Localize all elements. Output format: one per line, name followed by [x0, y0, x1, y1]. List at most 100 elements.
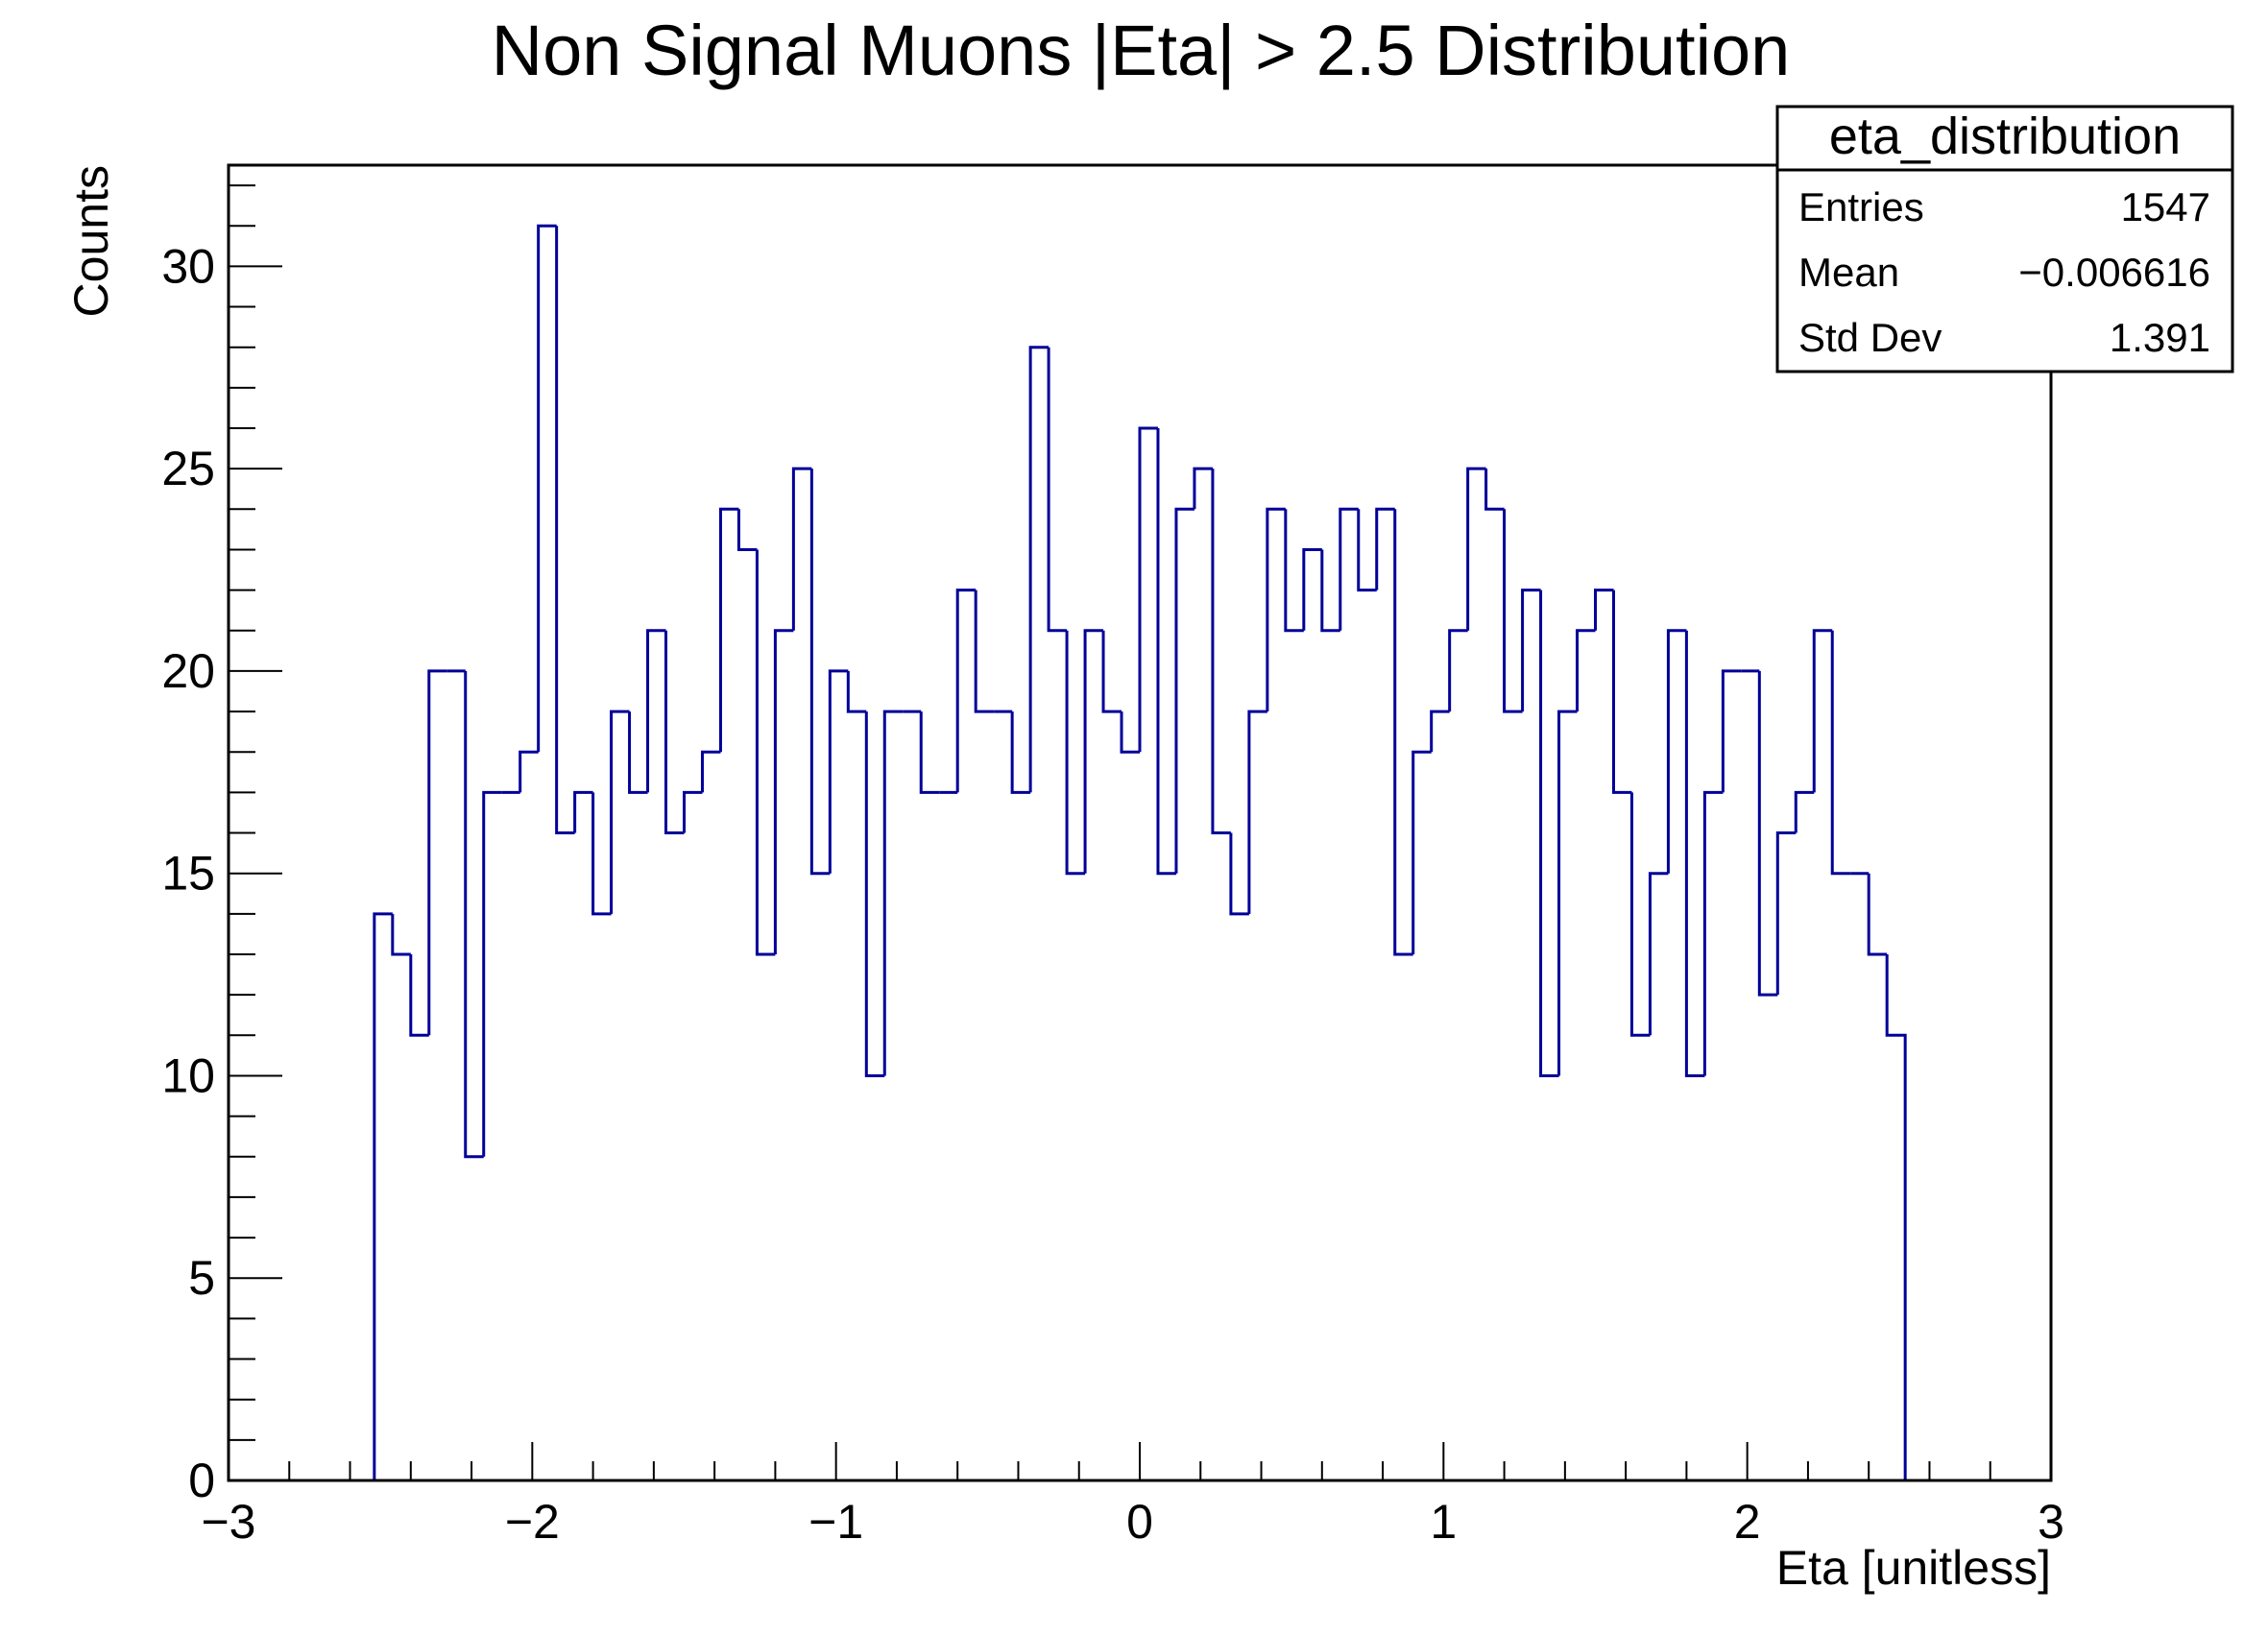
x-tick-label: −1: [808, 1495, 863, 1549]
y-tick-label: 5: [188, 1251, 215, 1305]
histogram-bin: [1174, 507, 1194, 874]
histogram-bin: [1247, 710, 1267, 914]
histogram-bin: [1503, 509, 1523, 713]
histogram-bin: [1684, 630, 1705, 1077]
histogram-bin: [755, 549, 776, 956]
histogram-bin: [1521, 589, 1541, 712]
histogram-bin: [736, 509, 758, 551]
chart-title: Non Signal Muons |Eta| > 2.5 Distributio…: [492, 11, 1791, 90]
y-tick-label: 20: [161, 644, 215, 698]
stats-mean-value: −0.006616: [2018, 250, 2210, 295]
histogram-layer: [373, 224, 1907, 1480]
histogram-bin: [718, 507, 739, 753]
histogram-bin: [409, 954, 429, 1037]
stats-mean-label: Mean: [1798, 250, 1899, 295]
y-axis-title: Counts: [64, 165, 118, 317]
histogram-bin: [1721, 669, 1742, 793]
stats-entries-value: 1547: [2121, 184, 2210, 229]
y-tick-label: 15: [161, 847, 215, 901]
histogram-bin: [864, 711, 885, 1077]
histogram-bin: [1448, 629, 1468, 712]
histogram-bin: [1484, 469, 1505, 511]
histogram-bin: [1320, 549, 1340, 633]
histogram-bin: [1867, 873, 1888, 956]
histogram-bin: [1211, 469, 1231, 835]
histogram-bin: [1028, 346, 1050, 793]
histogram-bin: [1539, 589, 1559, 1077]
histogram-bin: [683, 790, 703, 833]
x-tick-label: −2: [505, 1495, 560, 1549]
histogram-bin: [1120, 711, 1140, 754]
histogram-bin: [1794, 790, 1815, 833]
stats-stddev-value: 1.391: [2110, 315, 2210, 360]
stats-entries-label: Entries: [1798, 184, 1924, 229]
histogram-bin: [1757, 670, 1778, 997]
histogram-bin: [1830, 630, 1851, 876]
x-tick-label: 3: [2038, 1495, 2064, 1549]
x-tick-label: 2: [1734, 1495, 1761, 1549]
histogram-bin: [1611, 589, 1632, 794]
histogram-bin: [1375, 507, 1395, 590]
histogram-bin: [1083, 629, 1104, 874]
histogram-bin: [391, 913, 411, 956]
histogram-bin: [610, 710, 630, 914]
histogram-bin: [1138, 426, 1158, 753]
stats-box: eta_distribution Entries 1547 Mean −0.00…: [1775, 105, 2234, 373]
y-tick-label: 0: [188, 1454, 215, 1507]
histogram-bin: [1466, 467, 1486, 631]
histogram-bin: [1229, 832, 1249, 916]
histogram-bin: [591, 792, 612, 916]
histogram-bin: [955, 589, 977, 793]
histogram-bin: [1629, 792, 1651, 1037]
histogram-bin: [537, 224, 557, 753]
histogram-bin: [1065, 630, 1086, 876]
x-tick-label: −3: [201, 1495, 255, 1549]
histogram-bin: [573, 790, 593, 833]
histogram-bin: [1393, 509, 1413, 956]
histogram-bin: [482, 790, 502, 1157]
histogram-bin: [1193, 467, 1213, 510]
histogram-bin: [919, 711, 940, 794]
x-tick-label: 1: [1430, 1495, 1457, 1549]
x-axis-title: Eta [unitless]: [1776, 1541, 2051, 1595]
histogram-bin: [791, 467, 812, 631]
histogram-bin: [882, 710, 904, 1076]
y-tick-label: 30: [161, 239, 215, 293]
histogram-bin: [1885, 954, 1907, 1480]
histogram-bin: [1302, 547, 1322, 631]
x-tick-label: 0: [1126, 1495, 1153, 1549]
stats-box-frame: [1775, 105, 2234, 373]
histogram-bin: [1430, 710, 1450, 753]
y-axis: 0 5 10 15 20 25 30: [161, 184, 282, 1507]
histogram-bin: [1666, 629, 1687, 874]
y-tick-label: 25: [161, 442, 215, 495]
histogram-bin: [1101, 630, 1122, 713]
histogram-bin: [427, 669, 447, 1036]
x-axis: −3 −2 −1 0 1 2 3: [201, 1442, 2064, 1549]
histogram-bin: [646, 629, 666, 793]
histogram-bin: [1047, 347, 1068, 633]
histogram-bin: [1648, 872, 1669, 1036]
histogram-bin: [1702, 790, 1724, 1076]
histogram-bin: [828, 669, 849, 874]
histogram-bin: [1266, 507, 1286, 712]
histogram-bin: [700, 750, 721, 793]
histogram-bin: [464, 670, 484, 1159]
y-tick-label: 10: [161, 1048, 215, 1102]
histogram-bin: [628, 711, 648, 794]
stats-stddev-label: Std Dev: [1798, 315, 1942, 360]
histogram-bin: [555, 226, 575, 835]
histogram-bin: [1557, 710, 1578, 1076]
histogram-bin: [1156, 428, 1176, 876]
histogram-bin: [846, 670, 867, 713]
histogram-bin: [1010, 711, 1031, 794]
histogram-bin: [773, 629, 794, 954]
histogram-bin: [1339, 507, 1359, 631]
histogram-bin: [1812, 629, 1833, 793]
histogram-bin: [664, 630, 685, 835]
histogram-bin: [1357, 509, 1377, 592]
histogram-bin: [1775, 831, 1797, 996]
histogram-bin: [519, 750, 539, 793]
histogram-bin: [1576, 629, 1596, 712]
